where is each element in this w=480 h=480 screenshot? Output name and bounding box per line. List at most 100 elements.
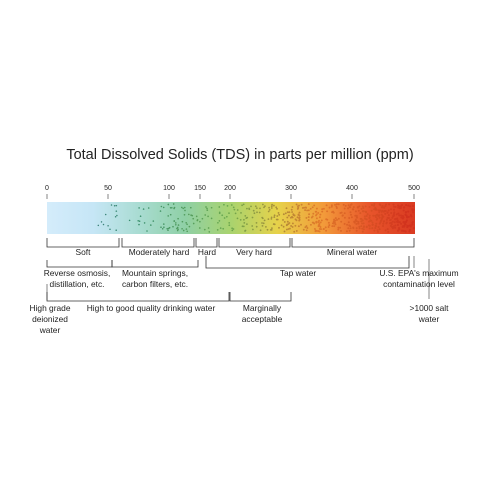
particle-dot	[379, 204, 382, 207]
particle-dot	[384, 209, 387, 213]
particle-dot	[236, 217, 239, 220]
marginal-label-line1: Marginally	[243, 303, 282, 313]
particle-dot	[348, 224, 351, 227]
moderately-hard-bracket	[121, 238, 195, 248]
particle-dot	[349, 211, 352, 214]
particle-dot	[288, 227, 291, 230]
particle-dot	[270, 207, 273, 209]
particle-dot	[259, 207, 261, 210]
particle-dot	[396, 219, 399, 222]
particle-dot	[378, 214, 381, 217]
particle-dot	[306, 227, 309, 229]
particle-dot	[375, 225, 378, 228]
particle-dot	[263, 206, 265, 209]
particle-dot	[385, 218, 388, 221]
particle-dot	[309, 207, 312, 210]
particle-dot	[362, 228, 365, 231]
particle-dot	[336, 218, 338, 221]
hard-label: Hard	[198, 247, 216, 257]
particle-dot	[291, 211, 294, 213]
particle-dot	[331, 225, 334, 228]
particle-dot	[191, 214, 194, 217]
particle-dot	[392, 214, 395, 217]
particle-dot	[285, 207, 288, 210]
particle-dot	[318, 219, 320, 222]
particle-dot	[231, 227, 233, 230]
particle-dot	[172, 225, 174, 228]
particle-dot	[342, 203, 345, 206]
particle-dot	[358, 205, 361, 208]
particle-dot	[374, 214, 377, 217]
particle-dot	[386, 228, 389, 231]
particle-dot	[356, 206, 359, 209]
particle-dot	[375, 213, 378, 217]
particle-dot	[278, 213, 281, 216]
particle-dot	[411, 204, 415, 208]
particle-dot	[301, 206, 304, 209]
particle-dot	[192, 217, 195, 220]
particle-dot	[160, 205, 163, 208]
particle-dot	[360, 207, 363, 210]
particle-dot	[183, 213, 186, 216]
particle-dot	[316, 229, 318, 232]
particle-dot	[206, 209, 209, 212]
particle-dot	[320, 228, 322, 231]
particle-dot	[385, 203, 388, 206]
particle-dot	[321, 208, 324, 211]
particle-dot	[348, 217, 351, 219]
epa-label-line2: contamination level	[383, 279, 455, 289]
particle-dot	[318, 230, 321, 233]
particle-dot	[337, 203, 340, 206]
particle-dot	[406, 216, 409, 219]
particle-dot	[373, 203, 376, 206]
particle-dot	[320, 219, 323, 222]
particle-dot	[324, 226, 327, 229]
particle-dot	[363, 225, 365, 228]
particle-dot	[378, 211, 381, 214]
particle-dot	[273, 216, 276, 219]
particle-dot	[166, 227, 169, 230]
particle-dot	[330, 204, 333, 207]
scale-tick-label: 200	[224, 185, 236, 192]
particle-dot	[322, 227, 325, 230]
particle-dot	[256, 211, 258, 214]
particle-dot	[397, 212, 400, 215]
particle-dot	[392, 203, 395, 206]
particle-dot	[318, 223, 321, 225]
scale-tick-label: 300	[285, 185, 297, 192]
particle-dot	[255, 222, 258, 224]
particle-dot	[368, 227, 371, 230]
particle-dot	[364, 210, 367, 213]
particle-dot	[403, 225, 406, 228]
particle-dot	[368, 216, 371, 220]
particle-dot	[307, 209, 310, 212]
particle-dot	[219, 227, 222, 229]
particle-dot	[315, 217, 318, 220]
particle-dot	[404, 230, 407, 233]
reverse-osmosis-label-line1: Reverse osmosis,	[44, 268, 111, 278]
particle-dot	[362, 207, 365, 209]
particle-dot	[167, 229, 169, 232]
particle-dot	[182, 229, 185, 232]
particle-dot	[412, 227, 415, 230]
particle-dot	[405, 204, 408, 207]
particle-dot	[381, 224, 385, 228]
reverse-osmosis-bracket	[46, 260, 113, 268]
particle-dot	[288, 211, 291, 214]
particle-dot	[387, 230, 390, 233]
particle-dot	[322, 207, 325, 210]
particle-dot	[244, 230, 246, 232]
particle-dot	[162, 206, 165, 209]
mountain-springs-label-line2: carbon filters, etc.	[122, 279, 188, 289]
particle-dot	[389, 219, 392, 222]
particle-dot	[325, 229, 328, 232]
soft-label: Soft	[76, 247, 92, 257]
particle-dot	[182, 207, 185, 210]
particle-dot	[388, 203, 391, 206]
particle-dot	[389, 222, 392, 225]
particle-dot	[362, 222, 365, 225]
particle-dot	[173, 206, 176, 209]
particle-dot	[244, 215, 247, 217]
particle-dot	[183, 206, 186, 209]
mountain-springs-bracket	[111, 260, 199, 268]
